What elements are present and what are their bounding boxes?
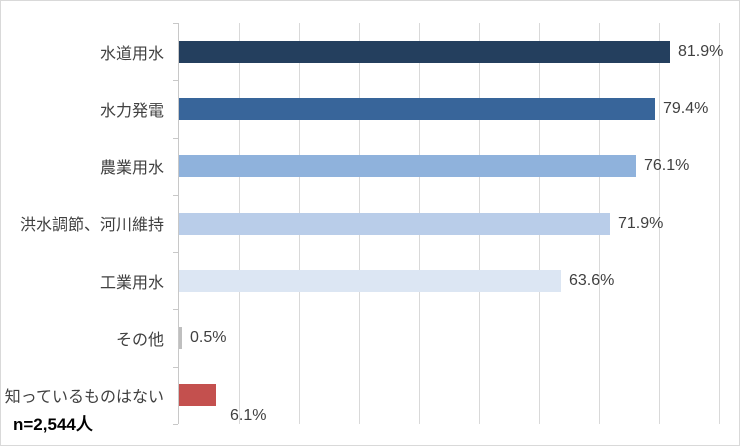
axis-tick [173, 367, 178, 368]
value-label: 79.4% [663, 99, 709, 117]
category-label: 洪水調節、河川維持 [19, 217, 164, 235]
category-label: 水力発電 [99, 102, 164, 120]
bar [179, 155, 636, 178]
value-label: 6.1% [230, 407, 267, 425]
value-label: 71.9% [618, 214, 664, 232]
value-label: 63.6% [569, 271, 615, 289]
category-axis [178, 23, 179, 424]
gridline [719, 23, 720, 424]
gridline [659, 23, 660, 424]
bar [179, 327, 182, 350]
bar [179, 97, 655, 120]
bar [179, 269, 561, 292]
axis-tick [173, 309, 178, 310]
category-label: 工業用水 [99, 274, 164, 292]
category-label: 水道用水 [99, 45, 164, 63]
bar [179, 384, 216, 407]
axis-tick [173, 23, 178, 24]
bar [179, 40, 670, 63]
category-label: その他 [115, 332, 164, 350]
value-label: 0.5% [190, 329, 227, 347]
value-label: 81.9% [678, 42, 724, 60]
axis-tick [173, 138, 178, 139]
axis-tick [173, 252, 178, 253]
axis-tick [173, 424, 178, 425]
category-label: 農業用水 [99, 160, 164, 178]
category-label: 知っているものはない [4, 389, 164, 407]
value-label: 76.1% [644, 157, 690, 175]
axis-tick [173, 80, 178, 81]
axis-tick [173, 195, 178, 196]
bar [179, 212, 610, 235]
sample-size-note: n=2,544人 [13, 415, 93, 434]
